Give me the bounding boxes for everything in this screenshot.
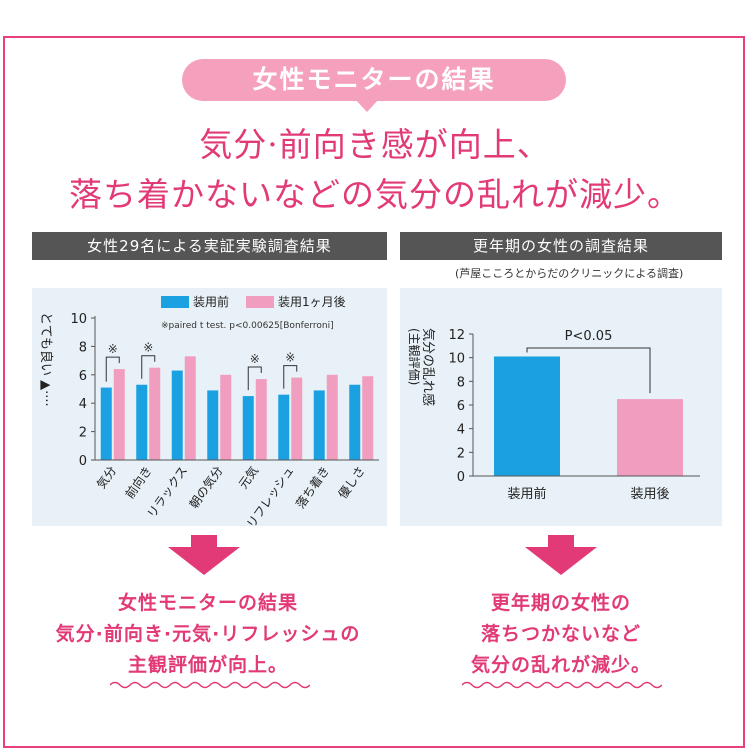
- significance-label: P<0.05: [565, 329, 613, 344]
- significance-mark: ※: [143, 341, 153, 355]
- left-wavy-underline: [110, 681, 310, 689]
- left-result-line-2: 気分·前向き·元気·リフレッシュの: [55, 623, 361, 645]
- right-result-line-3: 気分の乱れが減少。: [470, 654, 651, 676]
- y-tick-label: 4: [457, 423, 465, 438]
- bar-before: [171, 370, 183, 460]
- y-tick-label: 10: [70, 312, 87, 327]
- bar-before: [242, 396, 254, 460]
- legend-swatch-before: [161, 296, 189, 308]
- right-result-text: 更年期の女性の 落ちつかないなど 気分の乱れが減少。: [400, 588, 722, 681]
- significance-mark: ※: [285, 351, 295, 365]
- right-section-header: 更年期の女性の調査結果: [400, 232, 722, 260]
- title-pill-tail: [355, 99, 379, 112]
- significance-mark: ※: [108, 342, 118, 356]
- bar-after: [113, 369, 125, 460]
- bar-before: [494, 356, 560, 476]
- legend-swatch-after: [246, 296, 274, 308]
- x-tick-label: 優しさ: [336, 464, 368, 502]
- bar-after: [291, 377, 303, 460]
- y-tick-label: 0: [457, 470, 465, 485]
- y-axis-sublabel: (主観評価): [407, 328, 422, 385]
- left-result-text: 女性モニターの結果 気分·前向き·元気·リフレッシュの 主観評価が向上。: [20, 588, 396, 681]
- bar-after: [255, 379, 267, 460]
- x-tick-label: 元気: [235, 463, 261, 491]
- bar-after: [617, 399, 683, 476]
- right-result-line-2: 落ちつかないなど: [480, 623, 641, 645]
- outer-frame: [3, 36, 745, 748]
- left-section-header: 女性29名による実証実験調査結果: [32, 232, 387, 260]
- bar-after: [326, 374, 338, 460]
- y-tick-label: 10: [448, 352, 465, 367]
- y-tick-label: 2: [79, 426, 87, 441]
- significance-bracket: [141, 355, 156, 379]
- y-tick-label: 6: [79, 369, 87, 384]
- bar-after: [362, 376, 374, 460]
- significance-bracket: [247, 366, 262, 391]
- left-result-line-1: 女性モニターの結果: [117, 592, 298, 614]
- bar-before: [313, 390, 325, 460]
- headline-line-1: 気分·前向き感が向上、: [199, 125, 551, 164]
- bar-after: [220, 374, 232, 460]
- right-bar-chart: 気分の乱れ感(主観評価) 0 2 4 6 8 10 12 装用前 装用後 P<0.05: [407, 328, 700, 502]
- bar-before: [207, 390, 219, 460]
- left-bar-chart: 装用前 装用1ヶ月後 ※paired t test. p<0.00625[Bonfe…: [38, 294, 379, 531]
- y-axis-label: 気分の乱れ感: [420, 328, 436, 406]
- bar-after: [149, 367, 161, 460]
- bar-before: [349, 384, 361, 460]
- legend-label-before: 装用前: [193, 294, 229, 309]
- y-axis-label: とても良い ▲····: [38, 312, 54, 407]
- left-result-line-3: 主観評価が向上。: [127, 654, 288, 676]
- x-tick-label: 装用前: [507, 486, 546, 502]
- significance-note: ※paired t test. p<0.00625[Bonferroni]: [161, 321, 334, 331]
- y-tick-label: 12: [448, 328, 465, 343]
- y-tick-label: 0: [79, 454, 87, 469]
- x-tick-label: 朝の気分: [186, 463, 226, 511]
- right-caption: (芦屋こころとからだのクリニックによる調査): [455, 267, 684, 280]
- bar-before: [278, 394, 290, 460]
- significance-bracket: [283, 365, 298, 389]
- title-pill: 女性モニターの結果: [182, 59, 566, 101]
- x-tick-label: 気分: [93, 463, 119, 491]
- x-tick-label: 装用後: [630, 487, 669, 502]
- x-tick-label: 落ち着き: [292, 463, 332, 511]
- bar-after: [184, 356, 196, 460]
- left-down-arrow-icon: [168, 535, 240, 575]
- y-tick-label: 4: [79, 397, 87, 412]
- headline-line-2: 落ち着かないなどの気分の乱れが減少。: [69, 175, 681, 214]
- right-result-line-1: 更年期の女性の: [490, 592, 631, 614]
- bar-before: [136, 384, 148, 460]
- significance-bracket: [526, 347, 651, 394]
- bar-before: [100, 387, 112, 460]
- y-tick-label: 2: [457, 446, 465, 461]
- right-wavy-underline: [462, 681, 662, 689]
- significance-mark: ※: [250, 352, 260, 366]
- x-tick-label: 前向き: [122, 463, 155, 501]
- y-tick-label: 8: [79, 340, 87, 355]
- significance-bracket: [105, 356, 120, 382]
- left-chart-panel: 装用前 装用1ヶ月後 ※paired t test. p<0.00625[Bonfe…: [32, 288, 387, 531]
- y-tick-label: 8: [457, 375, 465, 390]
- right-chart-panel: 気分の乱れ感 (主観評価) 0 2 4 6 8 10 12 装用前 装用後 P<0.05: [400, 288, 722, 526]
- legend-label-after: 装用1ヶ月後: [278, 295, 346, 309]
- y-tick-label: 6: [457, 399, 465, 414]
- right-down-arrow-icon: [525, 535, 597, 575]
